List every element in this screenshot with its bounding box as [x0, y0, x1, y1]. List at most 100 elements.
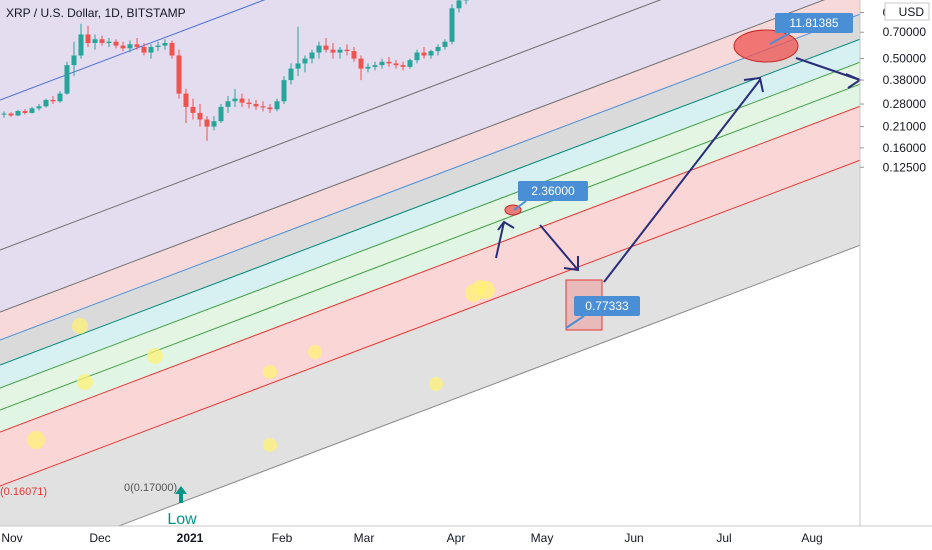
candle-body [295, 63, 301, 69]
x-tick-label: Dec [89, 531, 110, 545]
x-axis-background [0, 526, 932, 550]
candle-body [211, 121, 217, 127]
candle-body [169, 42, 175, 56]
candle-body [225, 101, 231, 107]
candle-body [197, 112, 203, 120]
x-tick-label: Aug [801, 531, 822, 545]
y-tick-label: 0.12500 [883, 160, 927, 174]
channel-line [0, 83, 860, 411]
candle-body [92, 39, 98, 43]
highlight-circle [147, 348, 163, 364]
y-tick-label: 0.38000 [883, 73, 927, 87]
candle-body [64, 65, 70, 94]
candle-body [127, 44, 133, 49]
candle-body [71, 55, 77, 66]
highlight-circle [263, 365, 277, 379]
candle-body [113, 41, 119, 46]
projection-arrow [743, 76, 764, 93]
candle-body [337, 49, 343, 53]
x-axis: Nov Dec 2021 Feb Mar Apr May Jun Jul Aug [0, 525, 932, 550]
projection-arrow [563, 256, 579, 272]
candle-body [274, 101, 280, 110]
candle-body [407, 60, 413, 67]
currency-box [884, 2, 930, 21]
candle-body [204, 119, 210, 127]
price-tag-label: 2.36000 [531, 184, 575, 198]
candle-body [141, 46, 147, 53]
band-6 [0, 0, 860, 340]
channel-line [0, 0, 266, 101]
candle-body [281, 80, 287, 102]
candle-body [15, 111, 21, 116]
band-2 [0, 84, 860, 433]
price-tag-label: 0.77333 [585, 299, 629, 313]
candle-body [358, 58, 364, 69]
channel-line [0, 13, 860, 341]
band-1 [0, 106, 860, 487]
projection-arrow [497, 220, 515, 231]
x-tick-label: Jun [624, 531, 643, 545]
candle-body [134, 44, 140, 47]
candle-body [260, 106, 266, 108]
candle-body [456, 0, 462, 9]
candle-body [400, 65, 406, 67]
candle-body [99, 39, 105, 43]
candle-body [190, 106, 196, 113]
candle-body [218, 106, 224, 122]
candle-body [232, 98, 238, 102]
candle-body [393, 63, 399, 66]
price-tag [775, 13, 853, 33]
highlight-circle [72, 318, 88, 334]
price-tag-label: 11.81385 [789, 16, 838, 30]
candle-body [288, 68, 294, 81]
candle-body [1, 113, 7, 115]
channel-line [0, 0, 826, 313]
currency-label: USD [899, 5, 925, 19]
y-tick-label: 0.28000 [883, 97, 927, 111]
band-4 [0, 39, 860, 389]
x-tick-label: Apr [447, 531, 466, 545]
projection-arrow [539, 224, 579, 271]
channel-line [0, 159, 860, 487]
highlight-circle [429, 377, 443, 391]
band-5 [0, 14, 860, 366]
y-tick-label: 0.50000 [883, 52, 927, 66]
candle-body [36, 106, 42, 109]
low-value: 0(0.17000) [124, 482, 177, 494]
candle-body [414, 52, 420, 61]
candle-body [253, 104, 259, 107]
candle-body [50, 99, 56, 102]
candle-body [379, 61, 385, 66]
channel-line [0, 105, 860, 433]
candle-body [323, 45, 329, 50]
y-tick-label: 0.16000 [883, 141, 927, 155]
y-tick-label: 0.70000 [883, 25, 927, 39]
chart-title: XRP / U.S. Dollar, 1D, BITSTAMP [6, 6, 186, 20]
projection-arrow [603, 79, 761, 283]
candle-body [316, 45, 322, 53]
highlight-circle [473, 280, 487, 294]
candle-body [386, 61, 392, 64]
candle-body [449, 8, 455, 42]
candle-body [57, 93, 63, 102]
y-axis: 16.0000014.0000010.000007.500005.500004.… [859, 0, 930, 526]
candle-body [85, 34, 91, 43]
candle-body [372, 65, 378, 67]
candle-body [344, 49, 350, 52]
candle-body [176, 55, 182, 94]
candle-body [351, 51, 357, 59]
x-tick-label: 2021 [177, 531, 204, 545]
price-tag [518, 181, 588, 201]
price-tag-pointer [565, 315, 585, 329]
channel-line [117, 244, 860, 526]
candle-body [267, 107, 273, 110]
highlight-circle [308, 345, 322, 359]
low-arrow-icon [175, 486, 187, 503]
band-3 [0, 62, 860, 411]
candle-body [421, 52, 427, 56]
candle-body [428, 51, 434, 56]
price-tag-pointer [769, 32, 791, 45]
candle-body [246, 102, 252, 105]
channel-bands [0, 0, 860, 526]
